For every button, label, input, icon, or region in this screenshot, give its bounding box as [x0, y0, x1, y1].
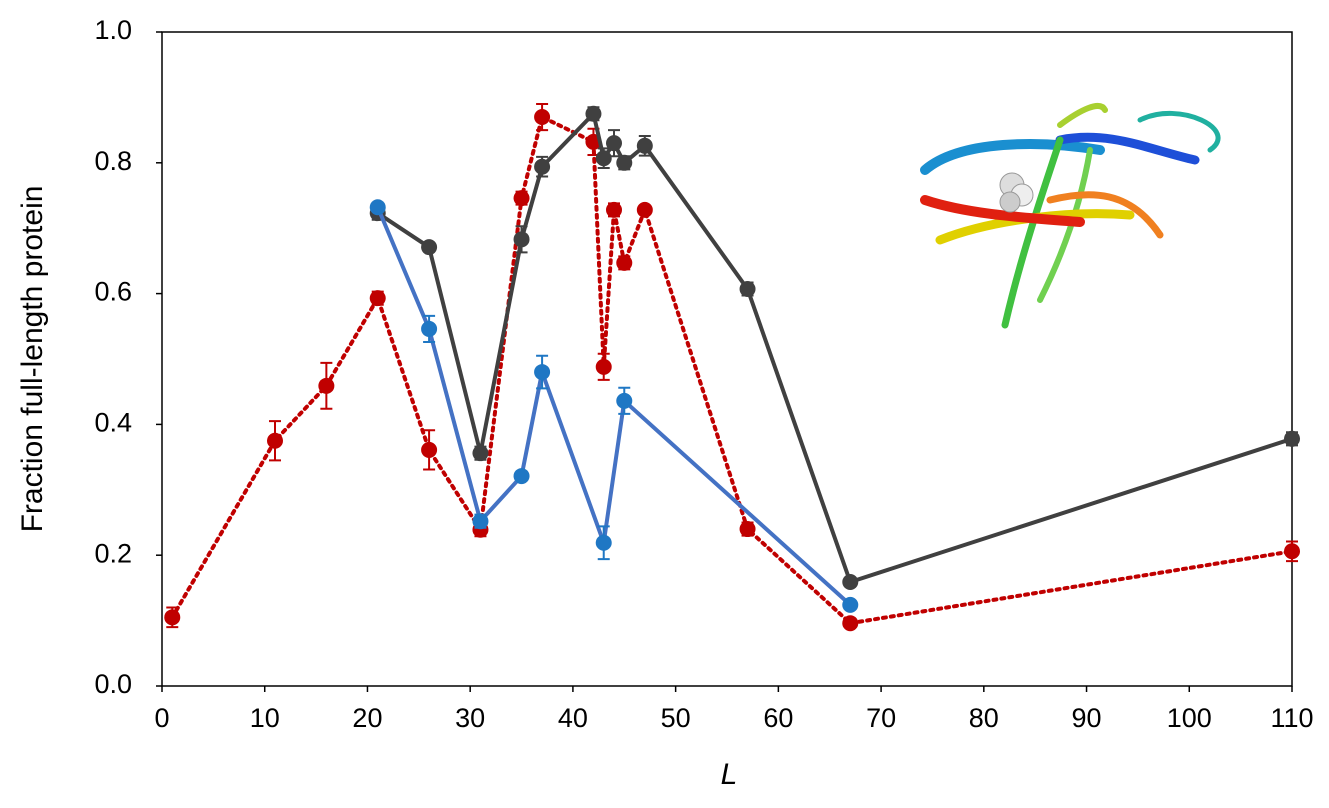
- y-tick-label: 0.6: [94, 277, 132, 307]
- x-tick-label: 110: [1270, 703, 1313, 733]
- y-tick-label: 0.0: [94, 669, 132, 699]
- x-axis-label: L: [721, 758, 738, 791]
- protein-illustration: [920, 103, 1221, 329]
- data-point: [421, 320, 438, 337]
- x-tick-label: 100: [1167, 703, 1212, 733]
- data-point: [616, 154, 633, 171]
- y-tick-label: 0.4: [94, 408, 132, 438]
- data-point: [606, 201, 622, 218]
- data-point: [585, 105, 602, 122]
- series-line: [376, 109, 1293, 585]
- x-tick-label: 40: [558, 703, 588, 733]
- x-tick-label: 0: [154, 703, 169, 733]
- y-tick-label: 0.2: [94, 538, 132, 568]
- data-point: [472, 513, 489, 530]
- data-point: [513, 231, 530, 248]
- x-tick-label: 80: [969, 703, 999, 733]
- data-point: [534, 109, 551, 126]
- data-point: [1284, 430, 1300, 447]
- data-point: [534, 364, 551, 381]
- x-tick-label: 10: [250, 703, 280, 733]
- data-point: [842, 574, 859, 591]
- data-point: [513, 190, 530, 207]
- data-point: [421, 441, 438, 458]
- data-point: [267, 432, 283, 449]
- data-point: [739, 281, 756, 298]
- series-line: [170, 114, 1294, 626]
- x-tick-label: 90: [1072, 703, 1102, 733]
- data-point: [318, 377, 335, 394]
- y-tick-label: 1.0: [94, 15, 132, 45]
- data-point: [842, 615, 859, 632]
- data-point: [595, 150, 612, 167]
- data-point: [616, 392, 633, 409]
- data-point: [164, 609, 181, 626]
- y-tick-label: 0.8: [94, 146, 132, 176]
- x-tick-label: 50: [661, 703, 691, 733]
- data-point: [369, 290, 386, 307]
- data-point: [595, 534, 612, 551]
- plot-frame: [161, 31, 1293, 687]
- data-point: [739, 521, 756, 538]
- data-point: [1284, 543, 1300, 560]
- data-point: [636, 137, 653, 154]
- data-point: [595, 358, 612, 375]
- data-point: [842, 596, 859, 613]
- data-point: [534, 158, 551, 175]
- data-point: [513, 468, 530, 485]
- data-point: [472, 445, 489, 462]
- data-point: [421, 239, 438, 256]
- series-line: [375, 206, 852, 607]
- data-point: [616, 254, 633, 271]
- x-tick-label: 60: [763, 703, 793, 733]
- data-point: [606, 135, 622, 152]
- data-point: [369, 199, 386, 216]
- x-tick-label: 70: [866, 703, 896, 733]
- data-point: [636, 201, 653, 218]
- x-tick-label: 30: [455, 703, 485, 733]
- y-axis-label: Fraction full-length protein: [16, 186, 49, 533]
- x-tick-label: 20: [352, 703, 382, 733]
